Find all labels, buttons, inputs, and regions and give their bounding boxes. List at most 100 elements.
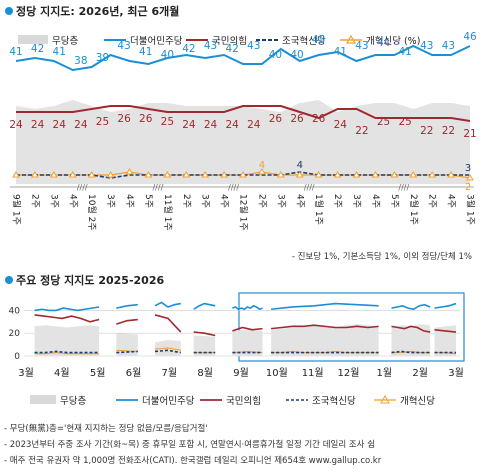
- month-tick-8: 11월: [302, 367, 324, 379]
- c2-legend-label-dem: 더불어민주당: [142, 396, 195, 407]
- point-reform-1: [31, 171, 39, 178]
- c2-line-dem-2: [154, 301, 181, 308]
- point-reform-10: [201, 171, 210, 178]
- label-dem-8: 42: [182, 43, 195, 55]
- label-dem-15: 41: [334, 46, 347, 58]
- label-ppp-19: 22: [420, 125, 433, 137]
- x-tick-8: 11월 1주: [162, 194, 174, 231]
- month-tick-2: 5월: [90, 367, 106, 379]
- c2-legend-item-reform: 개혁신당: [374, 394, 435, 407]
- c2-line-ppp-5: [271, 324, 379, 330]
- axis-break-2: ////: [228, 183, 239, 192]
- c2-legend-item-none: 무당층: [30, 395, 86, 407]
- label-dem-18: 41: [398, 46, 411, 58]
- label-ppp-17: 25: [377, 116, 390, 128]
- label-dem-11: 43: [247, 40, 260, 52]
- y-tick-0: 0: [14, 352, 20, 362]
- point-reform-17: [333, 171, 342, 178]
- label-dem-5: 43: [117, 40, 130, 52]
- x-tick-21: 2월 1주: [408, 194, 420, 225]
- c2-line-reform-0: [34, 352, 100, 355]
- c2-line-dem-1: [116, 303, 138, 309]
- c2-legend-label-rebuild: 조국혁신당: [312, 396, 356, 407]
- title-bullet-icon: [5, 7, 13, 15]
- label-ppp-12: 26: [269, 113, 283, 125]
- c2-legend-marker-reform: [380, 394, 390, 404]
- axis-break-3: ////: [304, 183, 315, 192]
- label-dem-17: 44: [377, 37, 391, 49]
- x-tick-9: 2주: [181, 194, 192, 208]
- x-tick-3: 4주: [67, 194, 78, 208]
- x-tick-15: 4주: [294, 194, 305, 208]
- point-reform-6: [125, 168, 134, 175]
- axis-break-4: ////: [398, 183, 409, 192]
- legend-label-dem: 더불어민주당: [130, 36, 183, 47]
- month-tick-1: 4월: [54, 367, 70, 379]
- x-tick-2: 3주: [48, 194, 59, 208]
- note-3: - 매주 전국 유권자 약 1,000명 전화조사(CATI). 한국갤럽 데일…: [4, 456, 382, 466]
- month-tick-11: 2월: [412, 367, 428, 379]
- point-reform-20: [390, 171, 399, 178]
- x-tick-24: 3월 1주: [465, 194, 477, 225]
- x-tick-4: 10월 2주: [86, 194, 98, 231]
- x-tick-18: 3주: [351, 194, 362, 208]
- legend-swatch-none: [18, 35, 48, 44]
- c2-line-ppp-3: [193, 331, 216, 337]
- label-dem-13: 40: [290, 49, 303, 61]
- c2-legend-item-ppp: 국민의힘: [200, 396, 261, 407]
- legend-item-none: 무당층: [18, 35, 78, 47]
- month-tick-0: 3월: [18, 367, 34, 379]
- y-tick-2: 40: [9, 306, 21, 316]
- label-dem-1: 42: [31, 43, 44, 55]
- c2-legend-label-reform: 개혁신당: [400, 396, 435, 407]
- label-dem-14: 45: [312, 34, 325, 46]
- label-ppp-15: 24: [334, 119, 348, 131]
- c2-line-ppp-1: [116, 318, 138, 325]
- note-2: - 2023년부터 주중 조사 기간(화~목) 중 휴무일 포함 시, 연말연시…: [4, 440, 376, 450]
- x-tick-6: 4주: [124, 194, 135, 208]
- point-reform-0: [12, 171, 20, 178]
- label-reform-peak: 4: [259, 160, 265, 171]
- x-tick-0: 9월 1주: [11, 194, 23, 225]
- label-dem-12: 40: [269, 49, 282, 61]
- month-tick-7: 10월: [266, 367, 288, 379]
- series-line-dem: [15, 44, 471, 72]
- x-tick-1: 2주: [29, 194, 40, 208]
- c2-line-rebuild-6: [391, 350, 431, 354]
- legend-item-ppp: 국민의힘: [186, 36, 247, 47]
- label-ppp-10: 24: [226, 119, 240, 131]
- label-dem-9: 43: [204, 40, 217, 52]
- x-tick-23: 4주: [446, 194, 457, 208]
- legend-label-rebuild: 조국혁신당: [282, 36, 326, 47]
- x-tick-22: 2주: [427, 194, 438, 208]
- c2-area-none-7: [434, 325, 456, 356]
- legend-label-none: 무당층: [52, 36, 78, 47]
- series-area-none: [16, 100, 470, 184]
- c2-line-rebuild-1: [116, 350, 138, 354]
- point-reform-19: [371, 171, 380, 178]
- axis-break-0: ////: [77, 183, 88, 192]
- month-tick-12: 3월: [448, 367, 464, 379]
- x-tick-13: 2주: [256, 194, 267, 208]
- label-dem-10: 42: [226, 43, 239, 55]
- legend-item-dem: 더불어민주당: [104, 36, 183, 47]
- point-reform-14: [276, 171, 285, 178]
- label-dem-4: 39: [96, 52, 109, 64]
- x-tick-12: 12월 1주: [238, 194, 250, 231]
- point-reform-18: [352, 171, 361, 178]
- point-reform-3: [68, 171, 77, 178]
- c2-line-dem-5: [271, 302, 379, 311]
- point-reform-12: [239, 171, 247, 178]
- label-dem-7: 40: [161, 49, 174, 61]
- highlight-box: [238, 292, 465, 362]
- x-tick-17: 2주: [332, 194, 343, 208]
- label-dem-6: 41: [139, 46, 152, 58]
- note-1: - 무당(無黨)층='현재 지지하는 정당 없음/모름/응답거절': [4, 424, 208, 434]
- label-ppp-9: 24: [204, 119, 218, 131]
- label-ppp-21: 21: [463, 128, 476, 140]
- label-ppp-16: 22: [355, 125, 368, 137]
- label-reform-last: 2: [465, 182, 471, 193]
- title-bullet-icon-2: [5, 276, 13, 284]
